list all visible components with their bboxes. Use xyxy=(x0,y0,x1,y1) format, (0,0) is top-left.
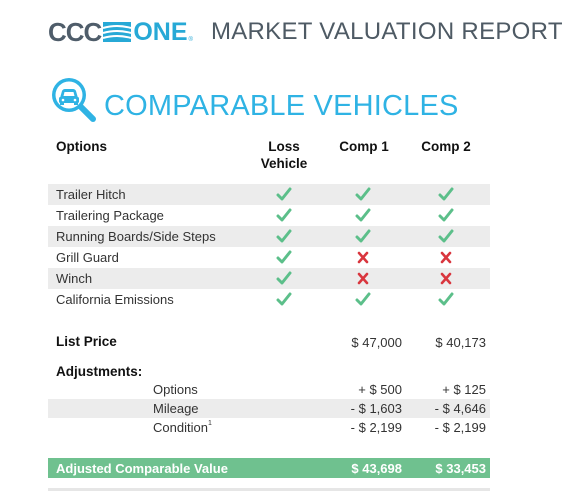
loss-check-icon xyxy=(276,292,292,307)
comp1-cross-icon xyxy=(355,271,371,286)
comp2-cross-icon xyxy=(438,250,454,265)
option-label: Winch xyxy=(56,271,93,286)
option-row: Running Boards/Side Steps xyxy=(48,226,490,247)
list-price-comp1: $ 47,000 xyxy=(351,335,402,350)
adjusted-value-label: Adjusted Comparable Value xyxy=(56,461,228,476)
option-row: Winch xyxy=(48,268,490,289)
list-price-comp2: $ 40,173 xyxy=(435,335,486,350)
comp2-check-icon xyxy=(438,292,454,307)
option-row: Trailer Hitch xyxy=(48,184,490,205)
comp2-check-icon xyxy=(438,208,454,223)
option-label: California Emissions xyxy=(56,292,174,307)
loss-check-icon xyxy=(276,229,292,244)
adjustment-comp2: + $ 125 xyxy=(442,382,486,397)
footnote-marker: 1 xyxy=(207,420,212,427)
adjusted-value-comp1: $ 43,698 xyxy=(351,461,402,476)
header-comp2: Comp 2 xyxy=(421,139,471,154)
table-header: Options Loss Vehicle Comp 1 Comp 2 xyxy=(48,136,490,184)
comp1-check-icon xyxy=(355,187,371,202)
adjustments-list: Options + $ 500 + $ 125 Mileage - $ 1,60… xyxy=(48,380,490,437)
option-label: Trailer Hitch xyxy=(56,187,126,202)
report-header: CCC ONE ® MARKET VALUATION REPORT xyxy=(48,14,568,50)
comp1-check-icon xyxy=(355,208,371,223)
adjustment-comp1: + $ 500 xyxy=(358,382,402,397)
loss-check-icon xyxy=(276,187,292,202)
section-heading: COMPARABLE VEHICLES xyxy=(50,76,459,122)
comp1-cross-icon xyxy=(355,250,371,265)
adjustment-comp2: - $ 4,646 xyxy=(434,401,486,416)
adjustment-label: Options xyxy=(153,382,198,397)
header-loss-line2: Vehicle xyxy=(260,156,308,171)
adjustment-row: Options + $ 500 + $ 125 xyxy=(48,380,490,399)
adjustment-label: Condition1 xyxy=(153,420,212,435)
logo-ccc-text: CCC xyxy=(48,16,102,47)
comp2-check-icon xyxy=(438,229,454,244)
option-row: Trailering Package xyxy=(48,205,490,226)
header-comp1: Comp 1 xyxy=(339,139,389,154)
loss-check-icon xyxy=(276,271,292,286)
options-list: Trailer Hitch Trailering Package Running… xyxy=(48,184,490,310)
section-title: COMPARABLE VEHICLES xyxy=(104,89,459,122)
option-label: Trailering Package xyxy=(56,208,164,223)
adjusted-value-comp2: $ 33,453 xyxy=(435,461,486,476)
adjustment-row: Mileage - $ 1,603 - $ 4,646 xyxy=(48,399,490,418)
adjustments-title: Adjustments: xyxy=(56,364,143,379)
adjustment-comp1: - $ 1,603 xyxy=(350,401,402,416)
option-row: Grill Guard xyxy=(48,247,490,268)
header-loss-vehicle: Loss Vehicle xyxy=(252,138,316,172)
list-price-row: List Price $ 47,000 $ 40,173 xyxy=(48,334,490,354)
option-label: Running Boards/Side Steps xyxy=(56,229,216,244)
header-loss-line1: Loss xyxy=(268,139,300,154)
loss-check-icon xyxy=(276,208,292,223)
comparison-table: Options Loss Vehicle Comp 1 Comp 2 Trail… xyxy=(48,136,490,478)
adjustment-comp1: - $ 2,199 xyxy=(350,420,402,435)
adjustment-label: Mileage xyxy=(153,401,199,416)
adjusted-value-row: Adjusted Comparable Value $ 43,698 $ 33,… xyxy=(48,458,490,478)
adjustment-row: Condition1 - $ 2,199 - $ 2,199 xyxy=(48,418,490,437)
option-label: Grill Guard xyxy=(56,250,119,265)
loss-check-icon xyxy=(276,250,292,265)
logo-trademark: ® xyxy=(188,37,193,43)
logo-mark-icon xyxy=(103,22,132,42)
comp2-check-icon xyxy=(438,187,454,202)
ccc-one-logo: CCC ONE ® xyxy=(48,17,193,47)
option-row: California Emissions xyxy=(48,289,490,310)
bottom-divider xyxy=(48,488,490,491)
comp1-check-icon xyxy=(355,292,371,307)
header-options: Options xyxy=(56,139,107,154)
comp2-cross-icon xyxy=(438,271,454,286)
car-magnifier-icon xyxy=(52,78,96,122)
adjustment-comp2: - $ 2,199 xyxy=(434,420,486,435)
report-title: MARKET VALUATION REPORT xyxy=(210,18,563,45)
logo-one-text: ONE xyxy=(133,17,188,46)
list-price-label: List Price xyxy=(56,334,117,349)
comp1-check-icon xyxy=(355,229,371,244)
